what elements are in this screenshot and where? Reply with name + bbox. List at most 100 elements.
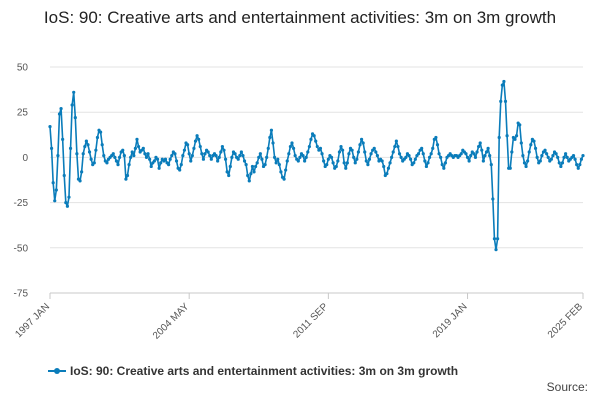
data-point[interactable] bbox=[355, 157, 359, 161]
data-point[interactable] bbox=[56, 153, 60, 158]
data-point[interactable] bbox=[254, 164, 258, 169]
data-point[interactable] bbox=[359, 137, 364, 141]
data-point[interactable] bbox=[475, 150, 479, 154]
data-point[interactable] bbox=[307, 144, 311, 149]
data-point[interactable] bbox=[65, 204, 69, 208]
data-point[interactable] bbox=[133, 146, 138, 150]
data-point[interactable] bbox=[92, 161, 96, 165]
data-point[interactable] bbox=[467, 159, 471, 163]
data-point[interactable] bbox=[499, 99, 503, 103]
data-point[interactable] bbox=[290, 141, 294, 145]
data-point[interactable] bbox=[334, 164, 338, 169]
data-point[interactable] bbox=[554, 152, 558, 156]
data-point[interactable] bbox=[129, 155, 133, 159]
data-point[interactable] bbox=[386, 166, 391, 170]
data-point[interactable] bbox=[132, 153, 136, 158]
data-point[interactable] bbox=[388, 161, 392, 165]
data-point[interactable] bbox=[352, 155, 356, 159]
data-point[interactable] bbox=[427, 155, 432, 159]
data-point[interactable] bbox=[198, 144, 202, 149]
data-point[interactable] bbox=[167, 163, 171, 167]
data-point[interactable] bbox=[293, 153, 297, 158]
data-point[interactable] bbox=[551, 153, 555, 158]
data-point[interactable] bbox=[426, 161, 430, 165]
data-point[interactable] bbox=[326, 157, 330, 161]
data-point[interactable] bbox=[397, 152, 402, 156]
data-point[interactable] bbox=[407, 153, 411, 158]
data-point[interactable] bbox=[356, 150, 361, 154]
data-point[interactable] bbox=[578, 163, 582, 167]
data-point[interactable] bbox=[258, 152, 262, 156]
data-point[interactable] bbox=[193, 139, 198, 143]
data-point[interactable] bbox=[464, 152, 468, 156]
data-point[interactable] bbox=[437, 152, 441, 156]
data-point[interactable] bbox=[223, 157, 228, 161]
data-point[interactable] bbox=[502, 79, 506, 84]
data-point[interactable] bbox=[136, 144, 141, 149]
data-point[interactable] bbox=[135, 137, 139, 141]
data-point[interactable] bbox=[239, 150, 243, 154]
data-point[interactable] bbox=[72, 90, 76, 94]
data-point[interactable] bbox=[559, 164, 563, 169]
legend[interactable]: IoS: 90: Creative arts and entertainment… bbox=[48, 364, 458, 378]
data-point[interactable] bbox=[399, 155, 403, 159]
data-point[interactable] bbox=[364, 159, 368, 163]
data-point[interactable] bbox=[518, 123, 522, 127]
data-point[interactable] bbox=[67, 195, 71, 199]
data-point[interactable] bbox=[236, 157, 240, 161]
data-point[interactable] bbox=[81, 152, 85, 156]
data-point[interactable] bbox=[189, 159, 193, 163]
data-point[interactable] bbox=[473, 155, 478, 159]
data-point[interactable] bbox=[366, 163, 370, 167]
data-point[interactable] bbox=[421, 152, 425, 156]
data-point[interactable] bbox=[144, 155, 149, 159]
data-point[interactable] bbox=[269, 128, 274, 132]
data-point[interactable] bbox=[250, 164, 255, 169]
data-point[interactable] bbox=[125, 173, 130, 178]
data-point[interactable] bbox=[75, 152, 79, 156]
data-point[interactable] bbox=[130, 150, 134, 154]
data-point[interactable] bbox=[385, 172, 389, 176]
data-point[interactable] bbox=[291, 146, 296, 150]
data-point[interactable] bbox=[469, 153, 473, 158]
data-point[interactable] bbox=[431, 146, 435, 150]
data-point[interactable] bbox=[113, 155, 117, 159]
data-point[interactable] bbox=[491, 197, 495, 201]
data-point[interactable] bbox=[320, 152, 324, 156]
data-point[interactable] bbox=[535, 155, 539, 159]
data-point[interactable] bbox=[492, 237, 497, 241]
data-point[interactable] bbox=[168, 157, 172, 161]
data-point[interactable] bbox=[197, 137, 201, 141]
data-point[interactable] bbox=[157, 166, 161, 170]
data-point[interactable] bbox=[556, 155, 560, 159]
data-point[interactable] bbox=[508, 166, 512, 170]
data-point[interactable] bbox=[73, 116, 77, 120]
data-point[interactable] bbox=[416, 152, 421, 156]
data-point[interactable] bbox=[522, 161, 527, 165]
data-point[interactable] bbox=[519, 141, 523, 145]
data-point[interactable] bbox=[318, 146, 323, 150]
data-point[interactable] bbox=[246, 173, 250, 178]
data-point[interactable] bbox=[182, 148, 187, 152]
data-point[interactable] bbox=[87, 150, 92, 154]
data-point[interactable] bbox=[111, 152, 115, 156]
data-point[interactable] bbox=[579, 157, 584, 161]
data-point[interactable] bbox=[412, 161, 416, 165]
data-point[interactable] bbox=[279, 170, 283, 174]
data-point[interactable] bbox=[149, 164, 153, 169]
data-point[interactable] bbox=[483, 153, 487, 158]
data-point[interactable] bbox=[581, 153, 585, 158]
data-point[interactable] bbox=[94, 148, 98, 152]
data-point[interactable] bbox=[527, 150, 531, 154]
data-point[interactable] bbox=[244, 163, 248, 167]
data-point[interactable] bbox=[391, 150, 395, 154]
data-point[interactable] bbox=[105, 161, 109, 165]
data-point[interactable] bbox=[62, 173, 66, 178]
data-point[interactable] bbox=[304, 155, 308, 159]
data-point[interactable] bbox=[347, 152, 351, 156]
data-point[interactable] bbox=[271, 141, 275, 145]
data-point[interactable] bbox=[314, 139, 318, 143]
data-point[interactable] bbox=[228, 164, 232, 169]
data-point[interactable] bbox=[121, 148, 125, 152]
data-point[interactable] bbox=[174, 159, 179, 163]
